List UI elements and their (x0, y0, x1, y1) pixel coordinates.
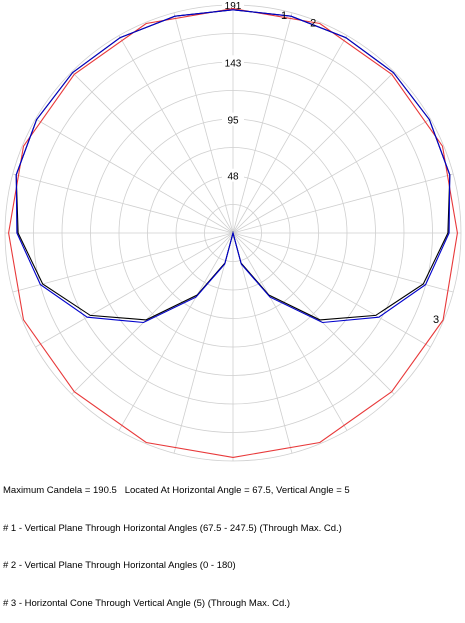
legend-line-series-2: # 2 - Vertical Plane Through Horizontal … (3, 560, 236, 571)
series-2-label: 2 (310, 17, 316, 29)
grid-spoke (232, 232, 293, 454)
grid-spoke (12, 232, 234, 293)
tick-label-48: 48 (227, 172, 239, 183)
series-curves (8, 8, 458, 458)
grid-spoke (232, 232, 431, 348)
tick-label-bg (222, 112, 244, 126)
series-labels: 1 2 3 (281, 10, 439, 326)
grid-spoke (232, 232, 395, 395)
series-2-curve (15, 9, 451, 324)
grid-spoke (35, 118, 234, 234)
grid-spoke (118, 35, 234, 234)
grid-spoke (173, 232, 234, 454)
grid-spoke (232, 35, 348, 234)
max-candela-line: Maximum Candela = 190.5 Located At Horiz… (3, 485, 350, 496)
grid-spoke (232, 232, 454, 293)
series-1-label: 1 (281, 10, 287, 22)
polar-candela-plot: 48 95 143 191 1 2 3 (4, 0, 462, 462)
grid-spoke (118, 232, 234, 431)
grid-spoke (232, 232, 348, 431)
grid-spoke (232, 71, 395, 234)
grid-spoke (71, 71, 234, 234)
radial-tick-labels: 48 95 143 191 (222, 0, 244, 183)
tick-label-bg (222, 55, 244, 69)
plot-caption: Maximum Candela = 190.5 Located At Horiz… (3, 460, 350, 623)
tick-label-143: 143 (225, 58, 242, 69)
series-3-curve (8, 8, 458, 458)
tick-label-191: 191 (225, 1, 242, 12)
grid-spoke (232, 118, 431, 234)
grid-spoke (232, 12, 293, 234)
tick-label-95: 95 (227, 116, 239, 127)
grid-spoke (173, 12, 234, 234)
series-3-label: 3 (433, 314, 439, 326)
grid-spoke (35, 232, 234, 348)
legend-line-series-3: # 3 - Horizontal Cone Through Vertical A… (3, 597, 291, 609)
tick-label-bg (222, 0, 244, 11)
grid-spoke (71, 232, 234, 395)
legend-line-series-1: # 1 - Vertical Plane Through Horizontal … (3, 522, 342, 534)
tick-label-bg (222, 168, 244, 182)
grid-spoke (232, 173, 454, 234)
grid-spoke (12, 173, 234, 234)
